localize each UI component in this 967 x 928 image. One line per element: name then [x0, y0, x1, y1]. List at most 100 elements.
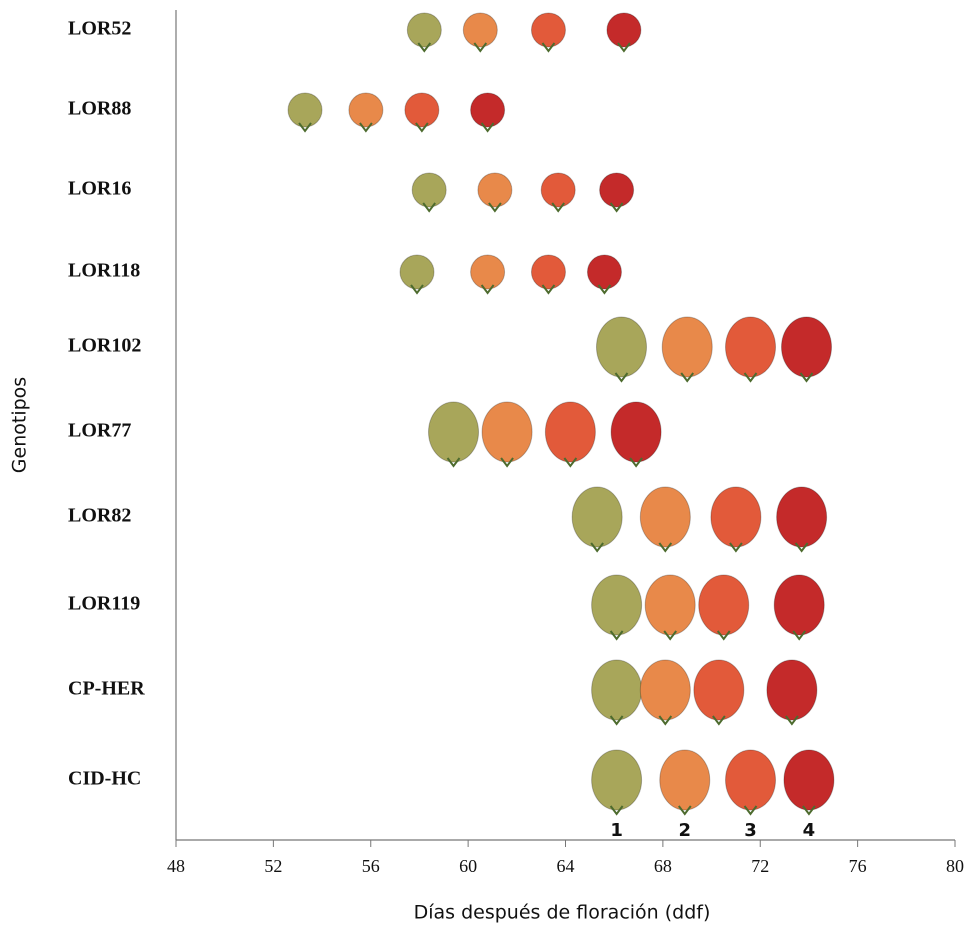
tomato	[477, 172, 513, 208]
tomato	[693, 659, 745, 721]
y-tick-label: CP-HER	[68, 678, 145, 700]
tomato	[773, 574, 825, 636]
tomato	[639, 486, 691, 548]
x-tick-label: 60	[459, 856, 477, 876]
stem	[298, 122, 312, 133]
x-tick-label: 72	[751, 856, 769, 876]
stem	[480, 122, 495, 133]
tomato	[470, 92, 506, 128]
y-tick-label: LOR16	[68, 178, 131, 200]
stem	[410, 284, 424, 295]
stem	[743, 805, 758, 816]
tomato	[659, 749, 711, 811]
tomato	[404, 92, 440, 128]
tomato	[606, 12, 642, 48]
stem	[422, 202, 436, 213]
tomato	[591, 574, 643, 636]
y-tick-label: LOR102	[68, 335, 141, 357]
tomato	[586, 254, 622, 290]
tomato	[639, 659, 691, 721]
y-tick-label: LOR77	[68, 420, 131, 442]
stem	[473, 42, 488, 53]
stem	[614, 372, 629, 383]
tomato	[644, 574, 696, 636]
stem	[541, 284, 556, 295]
stem	[716, 630, 731, 641]
stem	[629, 457, 643, 468]
y-tick-label: LOR119	[68, 593, 140, 615]
stem	[359, 122, 373, 133]
tomato	[530, 254, 566, 290]
stem	[729, 542, 743, 553]
tomato	[462, 12, 498, 48]
y-tick-label: LOR82	[68, 505, 131, 527]
stem	[609, 202, 624, 213]
tomato	[481, 401, 533, 463]
tomato	[710, 486, 762, 548]
y-axis-label: Genotipos	[9, 377, 31, 473]
tomato	[781, 316, 833, 378]
stem	[541, 42, 556, 53]
stem	[609, 630, 624, 641]
stage-label: 4	[803, 820, 816, 841]
tomato	[783, 749, 835, 811]
tomato	[571, 486, 623, 548]
tomato	[725, 316, 777, 378]
stem	[609, 715, 624, 726]
x-tick-label: 64	[557, 856, 575, 876]
tomato	[348, 92, 384, 128]
tomato	[287, 92, 323, 128]
stem	[785, 715, 799, 726]
y-tick-label: LOR88	[68, 98, 131, 120]
stem	[658, 715, 673, 726]
y-tick-label: LOR118	[68, 260, 140, 282]
stem	[590, 542, 604, 553]
stem	[712, 715, 726, 726]
stem	[794, 542, 809, 553]
tomato	[470, 254, 506, 290]
tomato	[610, 401, 662, 463]
stem	[551, 202, 565, 213]
stem	[480, 284, 495, 295]
x-tick-label: 48	[167, 856, 185, 876]
stem	[446, 457, 461, 468]
tomato	[399, 254, 435, 290]
stem	[417, 42, 432, 53]
tomato	[661, 316, 713, 378]
stage-label: 2	[679, 820, 692, 841]
y-tick-label: LOR52	[68, 18, 131, 40]
tomato	[411, 172, 447, 208]
y-tick-label: CID-HC	[68, 768, 141, 790]
x-tick-label: 68	[654, 856, 672, 876]
x-tick-label: 80	[946, 856, 964, 876]
stem	[658, 542, 673, 553]
x-tick-label: 76	[849, 856, 867, 876]
tomato	[591, 659, 643, 721]
stem	[792, 630, 806, 641]
stem	[500, 457, 514, 468]
tomato	[599, 172, 635, 208]
stage-label: 3	[744, 820, 757, 841]
stem	[743, 372, 758, 383]
tomato	[595, 316, 647, 378]
stem	[563, 457, 578, 468]
tomato	[725, 749, 777, 811]
stem	[680, 372, 695, 383]
tomato	[698, 574, 750, 636]
stem	[609, 805, 624, 816]
x-axis-label: Días después de floración (ddf)	[414, 902, 711, 924]
stem	[677, 805, 692, 816]
tomato	[530, 12, 566, 48]
stem	[663, 630, 677, 641]
stage-label: 1	[610, 820, 623, 841]
stem	[617, 42, 631, 53]
x-tick-label: 56	[362, 856, 380, 876]
tomato	[540, 172, 576, 208]
tomato	[591, 749, 643, 811]
tomato	[766, 659, 818, 721]
stem	[415, 122, 429, 133]
stem	[488, 202, 502, 213]
tomato	[428, 401, 480, 463]
stem	[802, 805, 816, 816]
